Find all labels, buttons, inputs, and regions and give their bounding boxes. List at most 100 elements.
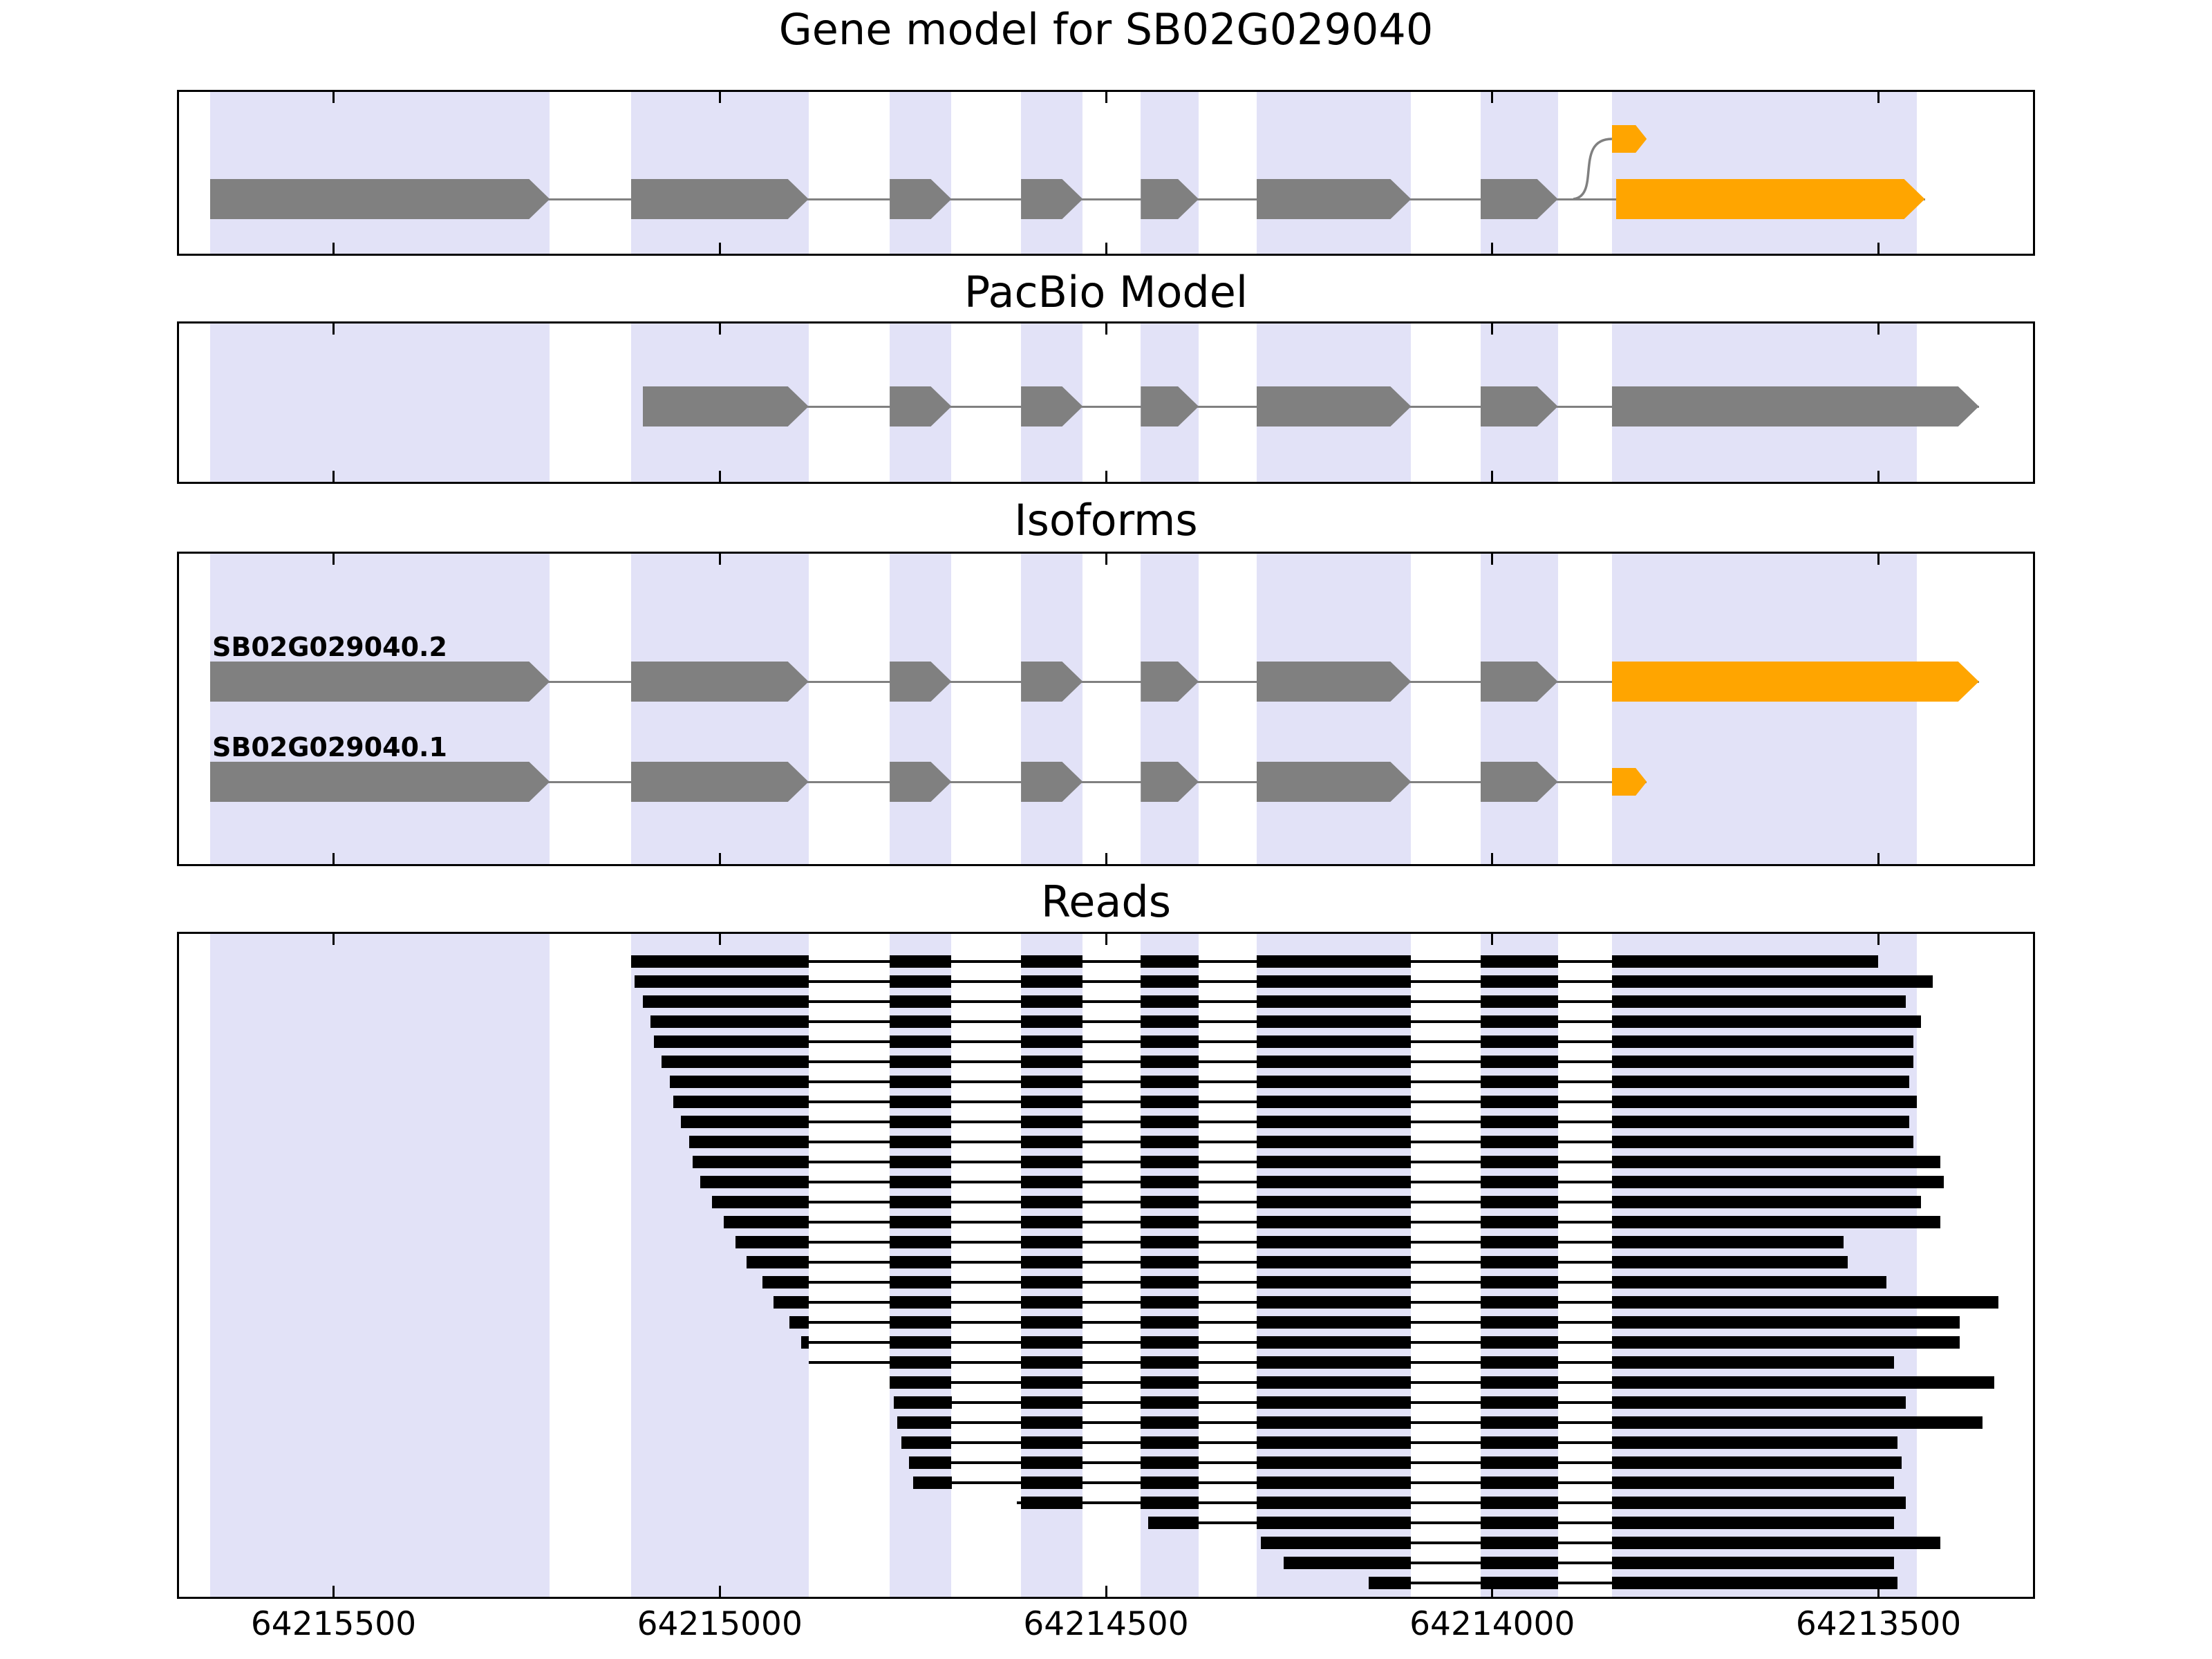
- read-segment: [897, 1416, 952, 1429]
- axis-tick: [1105, 243, 1107, 254]
- exon-highlight-band: [1141, 92, 1199, 254]
- read-segment: [1256, 1336, 1412, 1349]
- read-segment: [1141, 1416, 1199, 1429]
- axis-tick: [1491, 554, 1494, 565]
- isoform-label: SB02G029040.1: [212, 732, 447, 762]
- read-segment: [774, 1296, 809, 1309]
- read-segment: [700, 1176, 809, 1188]
- read-segment: [669, 1076, 809, 1088]
- read-segment: [1480, 1116, 1558, 1128]
- read-segment: [1611, 1396, 1906, 1409]
- panel-reads: [177, 932, 2035, 1599]
- exon-highlight-band: [209, 92, 550, 254]
- axis-tick: [332, 554, 335, 565]
- axis-tick: [718, 471, 721, 482]
- read-segment: [1141, 1336, 1199, 1349]
- read-segment: [1141, 1477, 1199, 1489]
- read-segment: [1480, 1156, 1558, 1168]
- read-segment: [1611, 1216, 1940, 1228]
- read-segment: [890, 1076, 952, 1088]
- x-tick-label: 64214500: [1023, 1605, 1189, 1643]
- read-intron-line: [897, 1421, 1983, 1424]
- read-segment: [1480, 975, 1558, 988]
- exon: [631, 179, 809, 219]
- read-segment: [890, 1356, 952, 1369]
- read-segment: [890, 1256, 952, 1268]
- read-segment: [723, 1216, 809, 1228]
- read-segment: [1480, 1056, 1558, 1068]
- read-intron-line: [1284, 1562, 1894, 1564]
- exon-highlight-band: [209, 554, 550, 864]
- intron-line: [209, 680, 1979, 683]
- read-segment: [1141, 1015, 1199, 1028]
- read-segment: [1256, 995, 1412, 1008]
- read-segment: [1611, 1477, 1894, 1489]
- read-segment: [1480, 1336, 1558, 1349]
- read-segment: [1480, 1276, 1558, 1288]
- axis-tick: [1877, 934, 1880, 945]
- read-segment: [1141, 1116, 1199, 1128]
- read-segment: [1021, 1136, 1083, 1148]
- exon-highlight-band: [630, 554, 809, 864]
- axis-tick: [718, 243, 721, 254]
- read-segment: [1141, 975, 1199, 988]
- read-segment: [673, 1096, 809, 1108]
- read-segment: [1611, 1577, 1898, 1589]
- axis-tick: [1105, 1586, 1107, 1597]
- read-segment: [1611, 1517, 1894, 1529]
- read-segment: [1141, 1076, 1199, 1088]
- read-segment: [1611, 1497, 1906, 1509]
- axis-tick: [332, 471, 335, 482]
- panel-title-pacbio: PacBio Model: [964, 267, 1248, 317]
- read-segment: [1480, 1436, 1558, 1449]
- read-segment: [1256, 1517, 1412, 1529]
- axis-tick: [1491, 1586, 1494, 1597]
- read-segment: [1284, 1557, 1412, 1569]
- exon: [210, 179, 550, 219]
- read-segment: [1611, 1056, 1913, 1068]
- axis-tick: [1877, 243, 1880, 254]
- read-segment: [1256, 1096, 1412, 1108]
- axis-tick: [332, 853, 335, 864]
- axis-tick: [1877, 471, 1880, 482]
- read-segment: [890, 1276, 952, 1288]
- exon-highlight-band: [1256, 92, 1412, 254]
- axis-tick: [718, 1586, 721, 1597]
- read-segment: [890, 995, 952, 1008]
- read-segment: [1480, 1537, 1558, 1549]
- read-segment: [1480, 1015, 1558, 1028]
- read-segment: [1611, 1276, 1886, 1288]
- read-segment: [1021, 1256, 1083, 1268]
- read-segment: [1021, 1176, 1083, 1188]
- read-segment: [1256, 1396, 1412, 1409]
- read-segment: [1021, 1356, 1083, 1369]
- read-segment: [1141, 1497, 1199, 1509]
- panel-gene-model: [177, 90, 2035, 256]
- read-segment: [1480, 1497, 1558, 1509]
- axis-tick: [332, 934, 335, 945]
- read-segment: [1021, 1276, 1083, 1288]
- read-segment: [1256, 1416, 1412, 1429]
- read-segment: [1256, 1196, 1412, 1208]
- read-intron-line: [1017, 1501, 1906, 1504]
- read-segment: [1256, 975, 1412, 988]
- exon-highlight-band: [890, 554, 952, 864]
- read-segment: [1021, 1015, 1083, 1028]
- exon-highlight-band: [1611, 554, 1918, 864]
- axis-tick: [1491, 324, 1494, 335]
- read-segment: [1141, 1396, 1199, 1409]
- read-segment: [1611, 1176, 1944, 1188]
- exon-highlight-band: [1021, 92, 1083, 254]
- exon-highlight-band: [630, 92, 809, 254]
- read-segment: [890, 1336, 952, 1349]
- x-axis: 64215500 64215000 64214500 64214000 64213500: [0, 1605, 2212, 1653]
- isoform-label: SB02G029040.2: [212, 632, 447, 662]
- exon: [1257, 762, 1412, 802]
- read-segment: [693, 1156, 809, 1168]
- read-segment: [1021, 1376, 1083, 1389]
- axis-tick: [1105, 554, 1107, 565]
- read-segment: [1480, 1256, 1558, 1268]
- read-segment: [635, 975, 809, 988]
- read-segment: [1480, 1035, 1558, 1048]
- axis-tick: [1877, 324, 1880, 335]
